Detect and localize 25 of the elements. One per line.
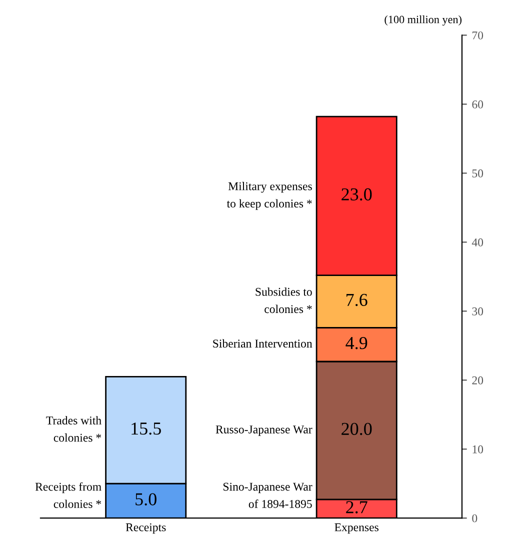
series-label: Trades with colonies * xyxy=(46,416,102,442)
y-tick-label: 60 xyxy=(472,100,484,108)
y-tick-label: 40 xyxy=(472,238,484,246)
data-label: 4.9 xyxy=(346,336,368,350)
y-tick-label: 10 xyxy=(472,445,484,454)
series-label: Subsidies to colonies * xyxy=(256,288,312,314)
data-label: 23.0 xyxy=(342,188,372,201)
series-label: Sino-Japanese War of 1894-1895 xyxy=(223,482,312,508)
y-tick-label: 70 xyxy=(472,31,484,40)
x-tick-label: Receipts xyxy=(126,523,166,534)
y-tick-label: 0 xyxy=(472,514,478,522)
y-tick-label: 30 xyxy=(472,307,484,316)
series-label: Russo-Japanese War xyxy=(216,426,312,436)
x-tick-label: Expenses xyxy=(334,523,378,534)
series-label: Receipts from colonies * xyxy=(35,482,102,508)
series-label: Military expenses to keep colonies * xyxy=(226,182,312,210)
data-label: 7.6 xyxy=(346,294,368,306)
data-label: 20.0 xyxy=(342,422,372,436)
data-label: 5.0 xyxy=(136,493,156,506)
y-tick-label: 20 xyxy=(472,376,484,384)
data-label: 15.5 xyxy=(132,422,161,435)
y-tick-label: 50 xyxy=(472,169,484,178)
data-label: 2.7 xyxy=(346,501,368,514)
series-label: Siberian Intervention xyxy=(213,339,312,348)
y-axis-title: (100 million yen) xyxy=(384,15,462,26)
